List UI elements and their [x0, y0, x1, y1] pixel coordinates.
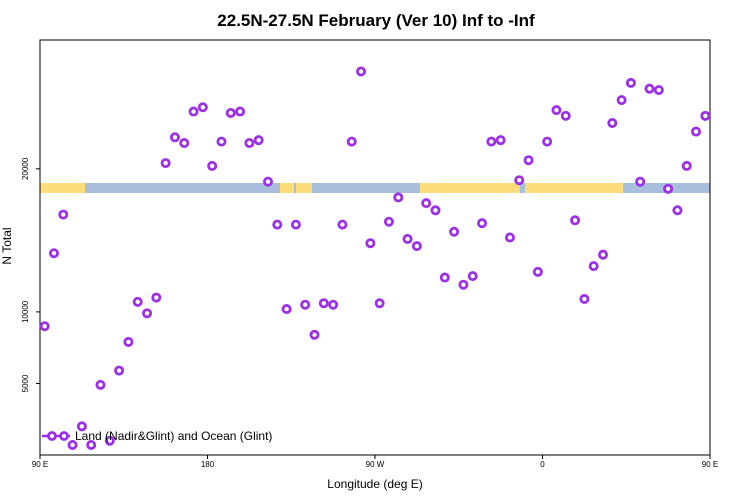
- data-point: [439, 272, 450, 283]
- data-point: [225, 107, 236, 118]
- data-point: [76, 421, 87, 432]
- data-point: [197, 102, 208, 113]
- ocean-band: [40, 183, 710, 193]
- data-point: [365, 238, 376, 249]
- plot-frame: [39, 39, 711, 456]
- data-point: [132, 296, 143, 307]
- data-point: [86, 439, 97, 450]
- data-point: [607, 118, 618, 129]
- land-band-asia: [40, 183, 85, 193]
- y-tick-label: 20000: [21, 157, 30, 180]
- data-point: [39, 321, 50, 332]
- land-band-arabia: [525, 183, 623, 193]
- data-points: [39, 66, 711, 450]
- data-point: [616, 95, 627, 106]
- data-point: [374, 298, 385, 309]
- data-point: [104, 435, 115, 446]
- data-point: [244, 138, 255, 149]
- legend-swatch-point: [47, 431, 57, 441]
- data-point: [281, 304, 292, 315]
- data-point: [700, 110, 711, 121]
- legend: Land (Nadir&Glint) and Ocean (Glint): [42, 429, 272, 443]
- y-tick-label: 10000: [21, 300, 30, 323]
- data-point: [160, 158, 171, 169]
- data-point: [58, 209, 69, 220]
- data-point: [681, 160, 692, 171]
- data-point: [48, 248, 59, 259]
- data-point: [691, 126, 702, 137]
- data-point: [235, 106, 246, 117]
- data-point: [123, 336, 134, 347]
- data-point: [504, 232, 515, 243]
- data-point: [477, 218, 488, 229]
- data-point: [653, 85, 664, 96]
- land-band-africa: [420, 183, 520, 193]
- data-point: [421, 198, 432, 209]
- data-point: [458, 279, 469, 290]
- data-point: [560, 110, 571, 121]
- data-point: [542, 136, 553, 147]
- data-point: [486, 136, 497, 147]
- data-point: [672, 205, 683, 216]
- data-point: [393, 192, 404, 203]
- x-tick-label: 90 W: [366, 460, 385, 469]
- data-point: [383, 216, 394, 227]
- land-ocean-map-band: [40, 183, 710, 193]
- data-point: [402, 233, 413, 244]
- data-point: [551, 105, 562, 116]
- data-point: [467, 271, 478, 282]
- data-point: [356, 66, 367, 77]
- x-tick-label: 0: [540, 460, 545, 469]
- data-point: [328, 299, 339, 310]
- data-point: [151, 292, 162, 303]
- x-tick-label: 90 E: [702, 460, 718, 469]
- data-point: [411, 241, 422, 252]
- data-point: [597, 249, 608, 260]
- legend-swatch-point: [59, 431, 69, 441]
- y-axis-label: N Total: [0, 227, 14, 264]
- data-point: [95, 379, 106, 390]
- data-point: [588, 261, 599, 272]
- chart-title: 22.5N-27.5N February (Ver 10) Inf to -In…: [217, 11, 535, 30]
- data-point: [290, 219, 301, 230]
- data-point: [337, 219, 348, 230]
- data-point: [495, 135, 506, 146]
- data-point: [114, 365, 125, 376]
- data-point: [579, 294, 590, 305]
- data-point: [216, 136, 227, 147]
- data-point: [207, 160, 218, 171]
- data-point: [67, 439, 78, 450]
- data-point: [635, 176, 646, 187]
- data-point: [514, 175, 525, 186]
- data-point: [430, 205, 441, 216]
- data-point: [318, 298, 329, 309]
- y-tick-label: 5000: [21, 374, 30, 392]
- data-point: [142, 308, 153, 319]
- data-point: [625, 77, 636, 88]
- data-point: [179, 138, 190, 149]
- data-point: [253, 135, 264, 146]
- data-point: [570, 215, 581, 226]
- data-point: [309, 329, 320, 340]
- x-axis: 90 E 180 90 W 0 90 E: [32, 455, 718, 469]
- data-point: [188, 106, 199, 117]
- data-point: [644, 83, 655, 94]
- land-band-hawaii: [280, 183, 294, 193]
- data-point: [262, 176, 273, 187]
- x-tick-label: 180: [201, 460, 215, 469]
- data-point: [532, 266, 543, 277]
- data-point: [272, 219, 283, 230]
- land-band-mexico: [296, 183, 312, 193]
- data-point: [169, 132, 180, 143]
- data-point: [449, 226, 460, 237]
- data-point: [346, 136, 357, 147]
- x-axis-label: Longitude (deg E): [327, 477, 422, 491]
- y-axis: 5000 10000 20000: [21, 157, 40, 392]
- x-tick-label: 90 E: [32, 460, 48, 469]
- data-point: [300, 299, 311, 310]
- data-point: [523, 155, 534, 166]
- data-point: [663, 183, 674, 194]
- legend-label: Land (Nadir&Glint) and Ocean (Glint): [75, 429, 272, 443]
